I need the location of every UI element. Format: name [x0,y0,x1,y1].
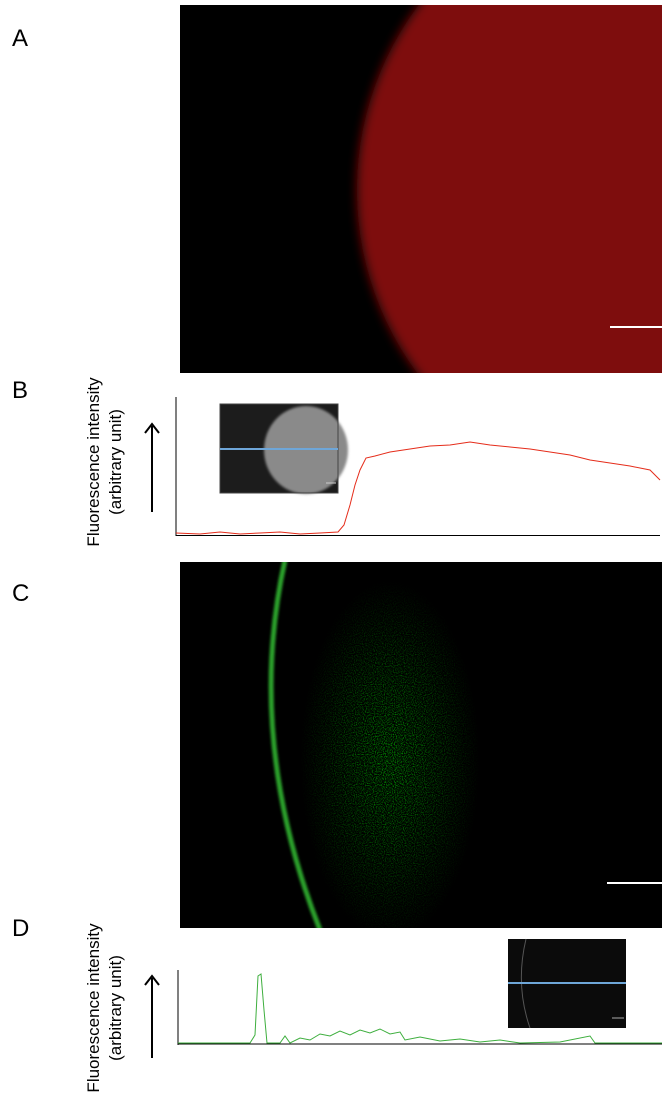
y-axis-title: Fluorescence intensity (arbitrary unit) [84,923,125,1093]
panel-label: D [12,915,29,942]
axis-title: Fluorescence intensity [84,923,103,1093]
micrograph-green [180,560,662,930]
panel-label: C [12,580,29,607]
axis-title: Fluorescence intensity [84,377,103,547]
inset-image [220,404,348,494]
arrow [145,424,159,512]
axis-title: (arbitrary unit) [106,955,125,1061]
panel-label: A [12,25,28,52]
arrow [145,976,159,1058]
figure: A B Fluorescence intensity (arbitrary un… [0,0,662,1113]
axis-title: (arbitrary unit) [106,409,125,515]
inset-image [508,939,626,1028]
panel-label: B [12,377,28,404]
profile-plot [176,397,660,536]
y-axis-title: Fluorescence intensity (arbitrary unit) [84,377,125,547]
profile-plot [178,939,662,1045]
